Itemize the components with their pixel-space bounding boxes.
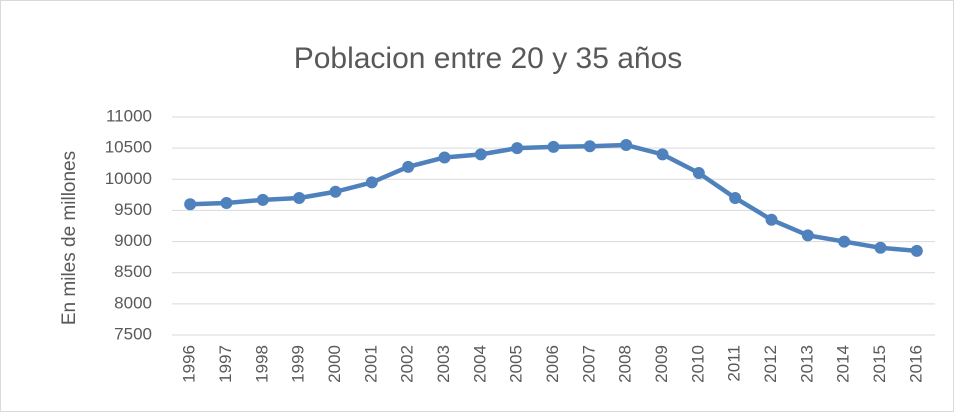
point (438, 151, 451, 164)
x-tick-label: 2006 (543, 345, 562, 383)
x-tick-label: 2013 (797, 345, 816, 383)
y-tick-label: 11000 (106, 106, 152, 125)
point (256, 193, 269, 206)
point (402, 160, 415, 173)
x-tick-label: 2010 (688, 345, 707, 383)
x-tick-label: 2001 (361, 345, 380, 383)
x-tick-label: 2012 (761, 345, 780, 383)
point (220, 196, 233, 209)
x-tick-label: 2007 (579, 345, 598, 383)
point (184, 198, 197, 211)
y-axis-label: En miles de millones (59, 151, 80, 325)
point (511, 142, 524, 155)
x-tick-label: 2016 (906, 345, 925, 383)
x-tick-label: 1996 (180, 345, 199, 383)
x-tick-label: 2004 (470, 345, 489, 383)
point (583, 140, 596, 153)
y-tick-label: 9500 (114, 200, 152, 219)
y-tick-label: 7500 (114, 324, 152, 343)
x-tick-label: 2014 (834, 345, 853, 383)
y-tick-label: 8500 (114, 262, 152, 281)
x-tick-label: 1999 (289, 345, 308, 383)
x-tick-label: 2002 (398, 345, 417, 383)
x-tick-label: 2009 (652, 345, 671, 383)
x-tick-label: 2008 (616, 345, 635, 383)
point (910, 244, 923, 257)
x-tick-label: 2015 (870, 345, 889, 383)
point (765, 213, 778, 226)
point (838, 235, 851, 248)
x-tick-label: 2000 (325, 345, 344, 383)
x-tick-label: 1998 (252, 345, 271, 383)
point (474, 148, 487, 161)
point (874, 241, 887, 254)
point (620, 139, 633, 152)
y-tick-label: 10000 (105, 169, 152, 188)
x-tick-label: 2005 (507, 345, 526, 383)
x-tick-label: 2011 (725, 345, 744, 382)
x-tick-label: 2003 (434, 345, 453, 383)
point (293, 191, 306, 204)
chart-title: Poblacion entre 20 y 35 años (294, 42, 683, 75)
point (801, 229, 814, 242)
y-tick-label: 8000 (114, 293, 152, 312)
point (656, 148, 669, 161)
point (692, 167, 705, 180)
y-tick-label: 9000 (114, 231, 152, 250)
point (329, 185, 342, 198)
point (729, 191, 742, 204)
y-tick-label: 10500 (105, 138, 152, 157)
x-tick-label: 1997 (216, 345, 235, 383)
point (547, 140, 560, 153)
point (365, 176, 378, 189)
